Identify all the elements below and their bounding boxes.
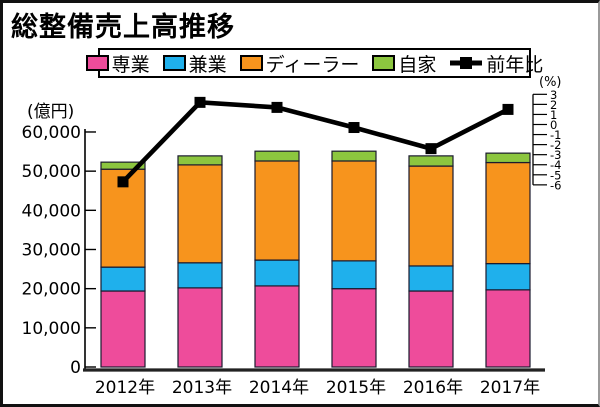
bar-segment-ディーラー — [408, 165, 454, 267]
legend-swatch-blue — [162, 55, 186, 71]
x-axis-label: 2013年 — [172, 378, 232, 398]
legend-item-kengyo: 兼業 — [162, 50, 227, 77]
right-axis-tick-label: -5 — [550, 168, 561, 182]
right-axis-tick-label: 2 — [550, 98, 557, 112]
legend-swatch-green — [372, 55, 396, 71]
legend-swatch-orange — [239, 55, 263, 71]
legend-label: ディーラー — [265, 53, 360, 76]
bar-segment-兼業 — [177, 262, 223, 289]
right-axis-tick-label: -3 — [550, 148, 561, 162]
legend-item-senmon: 専業 — [85, 50, 150, 77]
x-axis-label: 2016年 — [403, 378, 463, 398]
yoy-marker — [502, 103, 514, 115]
bar-segment-ディーラー — [177, 164, 223, 264]
bar-segment-専業 — [177, 287, 223, 368]
bar-segment-専業 — [254, 285, 300, 368]
bar-segment-自家 — [100, 161, 146, 170]
bar-segment-兼業 — [254, 259, 300, 287]
legend-swatch-pink — [85, 55, 109, 71]
x-axis-label: 2015年 — [326, 378, 386, 398]
bar-segment-兼業 — [408, 265, 454, 292]
right-axis-tick-label: -1 — [550, 128, 561, 142]
left-axis-unit-label: (億円) — [27, 102, 75, 122]
left-axis-tick-label: 60,000 — [22, 123, 81, 143]
bar-segment-専業 — [408, 290, 454, 368]
bar-segment-ディーラー — [254, 160, 300, 261]
left-axis-tick-label: 10,000 — [22, 319, 81, 339]
legend-item-yoy: 前年比 — [449, 50, 543, 77]
legend-label: 兼業 — [188, 53, 227, 76]
right-axis-tick-label: -2 — [550, 138, 561, 152]
legend-label: 前年比 — [486, 53, 544, 76]
bar-segment-兼業 — [331, 260, 377, 290]
x-axis-label: 2012年 — [95, 378, 155, 398]
right-axis-tick-label: 3 — [550, 88, 557, 102]
left-axis-tick-label: 50,000 — [22, 162, 81, 182]
right-axis-tick-label: -6 — [550, 178, 561, 192]
bar-segment-自家 — [485, 152, 531, 164]
left-axis-tick-label: 20,000 — [22, 280, 81, 300]
bar-segment-専業 — [100, 290, 146, 368]
right-axis-tick-label: 1 — [550, 108, 557, 122]
line-marker-icon — [450, 57, 483, 69]
left-axis-tick-label: 0 — [70, 358, 81, 378]
right-axis-tick-label: -4 — [550, 158, 561, 172]
bar-segment-専業 — [331, 288, 377, 368]
yoy-marker — [117, 176, 129, 188]
legend-label: 専業 — [111, 53, 150, 76]
bar-segment-自家 — [177, 155, 223, 166]
yoy-marker — [194, 96, 206, 108]
chart-canvas: 60,000 50,000 40,000 30,000 20,000 10,000 0 321… — [22, 88, 562, 398]
x-axis-label: 2014年 — [249, 378, 309, 398]
legend-item-jika: 自家 — [372, 50, 436, 77]
yoy-marker — [271, 101, 283, 113]
legend: 専業 兼業 ディーラー 自家 前年比 — [85, 48, 543, 78]
right-axis-unit-label: (%) — [539, 75, 562, 90]
page-title: 総整備売上高推移 — [11, 12, 235, 43]
bar-segment-自家 — [331, 150, 377, 162]
bar-segment-ディーラー — [331, 160, 377, 262]
bar-segment-自家 — [408, 155, 454, 167]
legend-label: 自家 — [398, 53, 437, 76]
x-axis-label: 2017年 — [480, 378, 540, 398]
yoy-marker — [348, 122, 360, 134]
yoy-line — [121, 100, 510, 184]
yoy-marker — [425, 143, 437, 155]
bar-segment-ディーラー — [485, 161, 531, 265]
bar-segment-兼業 — [100, 266, 146, 292]
bar-segment-自家 — [254, 150, 300, 162]
legend-item-dealer: ディーラー — [239, 50, 360, 77]
bar-segment-兼業 — [485, 262, 531, 291]
bar-segment-専業 — [485, 289, 531, 368]
right-axis-tick-label: 0 — [550, 118, 557, 132]
left-axis-tick-label: 30,000 — [22, 240, 81, 260]
left-axis-tick-label: 40,000 — [22, 201, 81, 221]
